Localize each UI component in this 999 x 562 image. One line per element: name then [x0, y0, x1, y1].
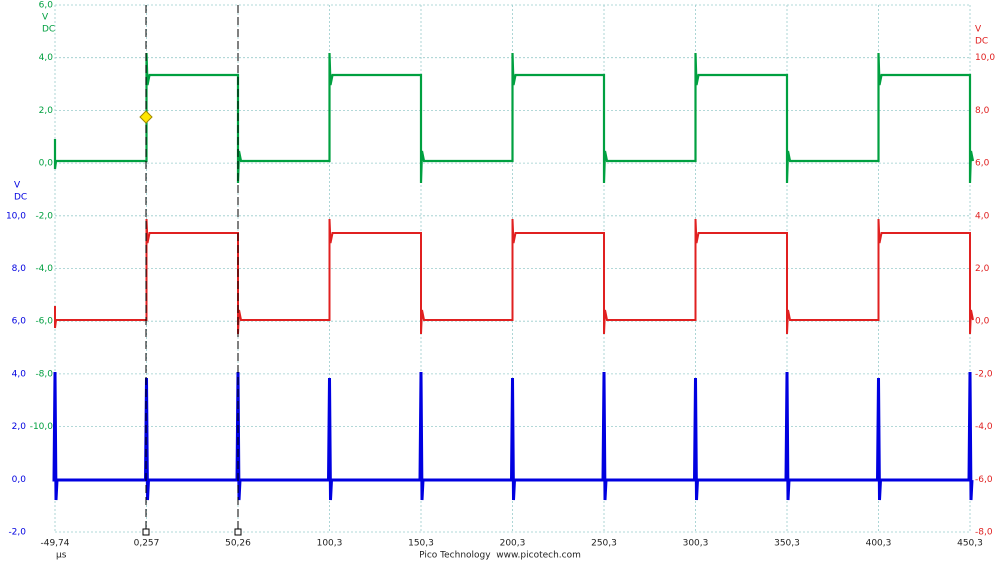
- green-tick-label: -2,0: [35, 211, 53, 221]
- x-tick-label: 250,3: [591, 539, 617, 549]
- green-coupling: DC: [42, 25, 55, 35]
- labels: V DC V DC V DC µs Pico Technology www.pi…: [6, 1, 995, 561]
- x-tick-label: 100,3: [317, 539, 343, 549]
- blue-tick-label: -2,0: [8, 528, 26, 538]
- x-unit: µs: [56, 551, 67, 561]
- red-tick-label: -6,0: [975, 475, 993, 485]
- green-trace: [53, 52, 975, 184]
- green-tick-label: 0,0: [39, 159, 54, 169]
- x-tick-label: 400,3: [866, 539, 892, 549]
- green-unit: V: [42, 13, 49, 23]
- blue-tick-label: 4,0: [12, 369, 27, 379]
- red-tick-label: 2,0: [975, 264, 990, 274]
- red-tick-label: 6,0: [975, 159, 990, 169]
- blue-tick-label: 8,0: [12, 264, 27, 274]
- cursor-handle[interactable]: [234, 528, 242, 536]
- blue-tick-label: 6,0: [12, 317, 27, 327]
- green-tick-label: 2,0: [39, 106, 54, 116]
- red-tick-label: -2,0: [975, 369, 993, 379]
- x-tick-label: 50,26: [225, 539, 251, 549]
- green-tick-label: 6,0: [39, 1, 54, 11]
- blue-unit: V: [14, 181, 21, 191]
- green-tick-label: -6,0: [35, 317, 53, 327]
- blue-tick-label: 0,0: [12, 475, 27, 485]
- red-tick-label: 4,0: [975, 211, 990, 221]
- green-tick-label: -4,0: [35, 264, 53, 274]
- green-tick-label: -8,0: [35, 369, 53, 379]
- blue-trace: [52, 371, 974, 501]
- red-tick-label: 0,0: [975, 317, 990, 327]
- red-coupling: DC: [975, 37, 988, 47]
- x-tick-label: 0,257: [134, 539, 160, 549]
- x-tick-label: 350,3: [774, 539, 800, 549]
- blue-coupling: DC: [14, 193, 27, 203]
- x-tick-label: -49,74: [40, 539, 69, 549]
- red-unit: V: [975, 25, 982, 35]
- green-tick-label: 4,0: [39, 53, 54, 63]
- red-tick-label: -8,0: [975, 528, 993, 538]
- x-tick-label: 200,3: [500, 539, 526, 549]
- trigger-marker[interactable]: [139, 110, 153, 124]
- blue-tick-label: 10,0: [6, 211, 26, 221]
- green-tick-label: -10,0: [30, 422, 54, 432]
- footer: Pico Technology www.picotech.com: [419, 551, 581, 561]
- blue-tick-label: 2,0: [12, 422, 27, 432]
- x-tick-label: 300,3: [683, 539, 709, 549]
- red-tick-label: -4,0: [975, 422, 993, 432]
- cursor-handle[interactable]: [142, 528, 150, 536]
- red-tick-label: 8,0: [975, 106, 990, 116]
- x-tick-label: 450,3: [957, 539, 983, 549]
- red-tick-label: 10,0: [975, 53, 995, 63]
- x-tick-label: 150,3: [408, 539, 434, 549]
